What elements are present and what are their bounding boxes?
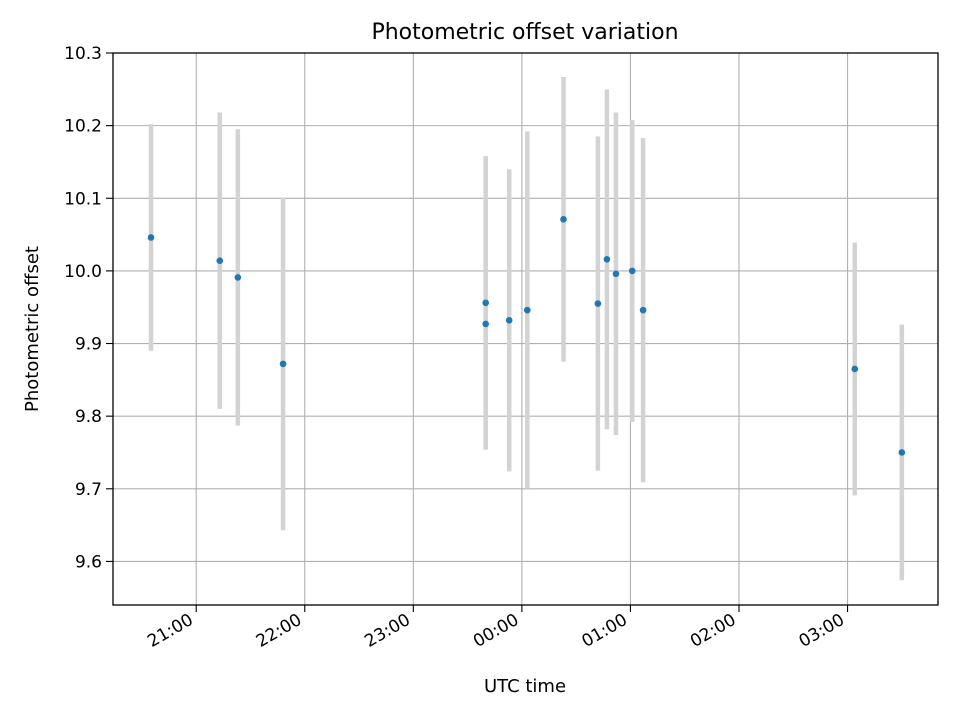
data-point [594, 300, 602, 307]
data-point [639, 306, 647, 314]
data-point [216, 257, 224, 265]
y-axis-label: Photometric offset [22, 246, 43, 412]
data-point [279, 360, 287, 368]
data-point [612, 270, 620, 278]
y-tick-label: 9.6 [75, 552, 102, 572]
y-tick-label: 10.2 [64, 117, 102, 137]
y-tick-label: 9.9 [75, 335, 102, 355]
data-point [234, 274, 242, 281]
y-tick-label: 9.8 [75, 407, 102, 427]
data-point [505, 316, 513, 324]
data-point [147, 234, 155, 241]
y-tick-label: 9.7 [75, 480, 102, 500]
plot-frame [112, 52, 939, 606]
y-axis-ticks: 9.6 9.7 9.8 9.9 10.0 10.1 10.2 10.3 [64, 44, 113, 572]
chart-title: Photometric offset variation [371, 20, 678, 45]
data-point [898, 449, 906, 456]
y-tick-label: 10.1 [64, 189, 102, 209]
data-point [851, 365, 859, 373]
data-point [603, 255, 611, 263]
data-points [147, 216, 906, 456]
data-point [482, 320, 489, 328]
data-point [482, 299, 489, 307]
y-tick-label: 10.0 [64, 262, 102, 282]
data-point [524, 306, 531, 314]
data-point [560, 216, 567, 223]
y-tick-label: 10.3 [64, 44, 102, 64]
x-axis-label: UTC time [484, 676, 566, 697]
data-point [628, 267, 636, 275]
